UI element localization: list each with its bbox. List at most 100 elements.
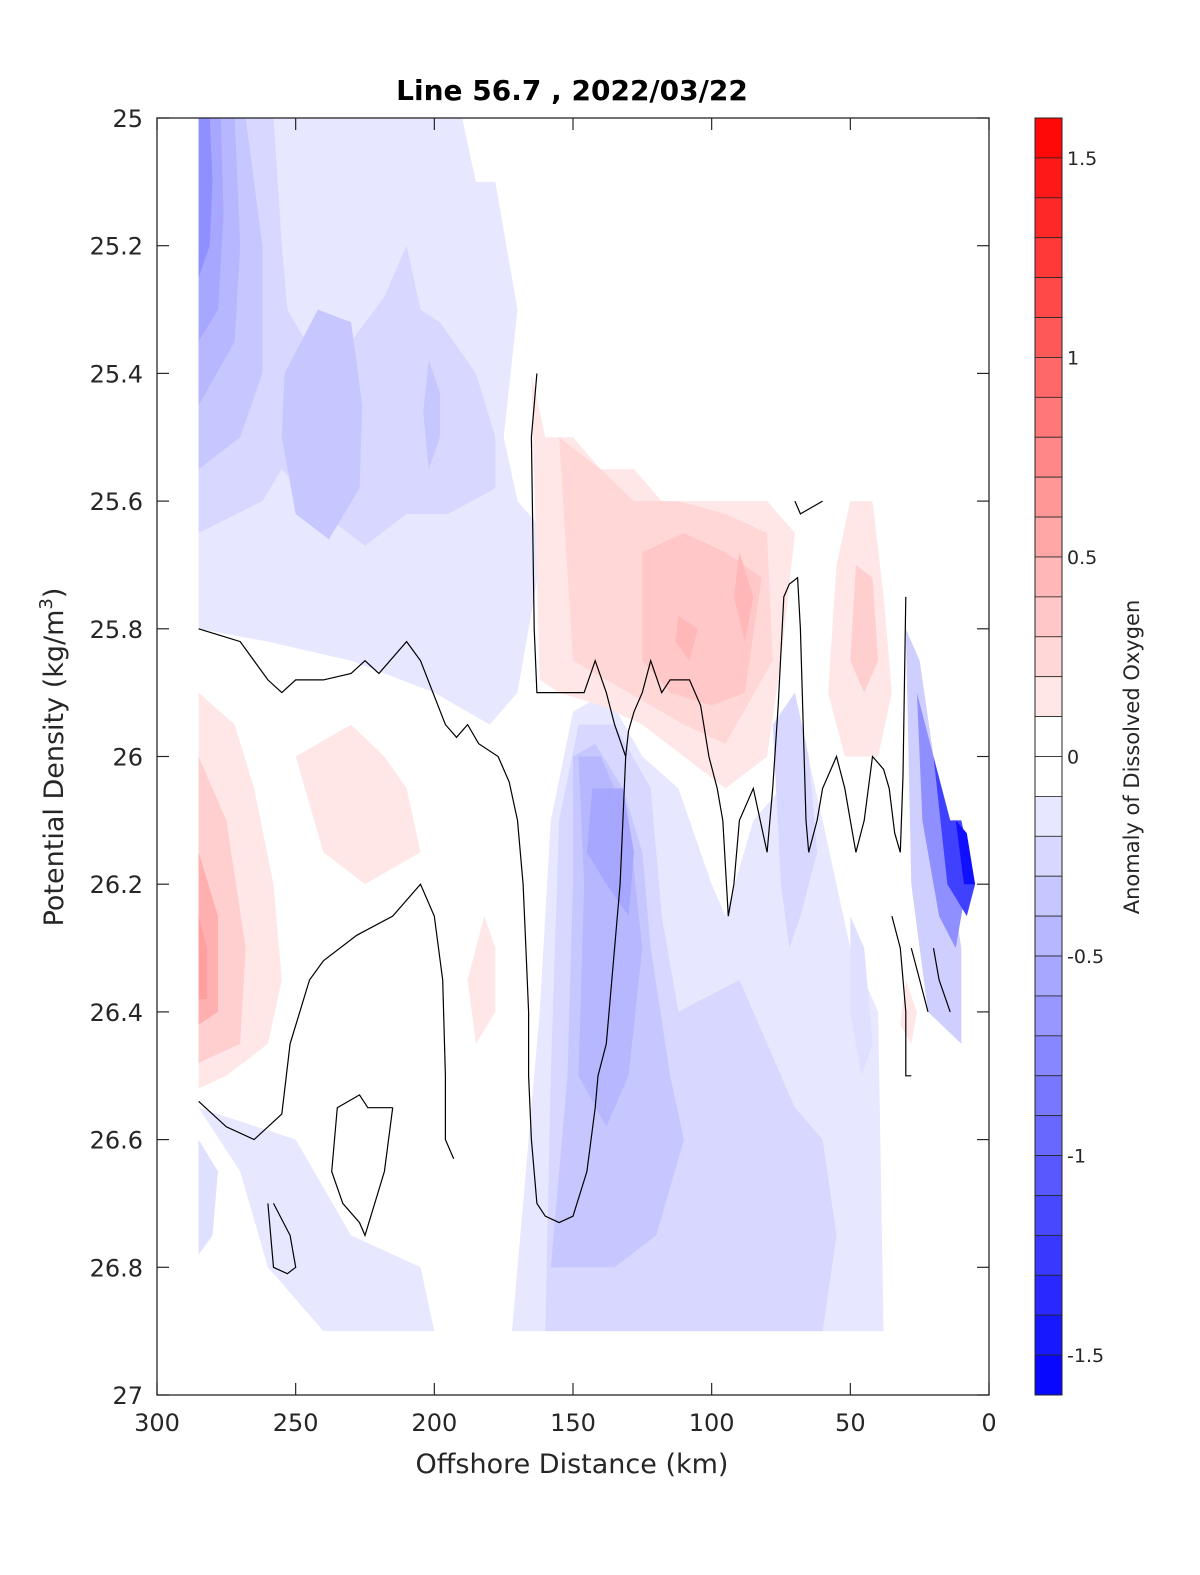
colorbar-swatch (1034, 396, 1063, 438)
colorbar-title: Anomaly of Dissolved Oxygen (1120, 600, 1144, 915)
y-tick-label: 27 (112, 1382, 143, 1410)
colorbar-swatch (1034, 1354, 1063, 1396)
colorbar-tick-label: 0 (1067, 747, 1079, 769)
contour-fills (198, 118, 976, 1332)
colorbar-swatch (1034, 157, 1063, 199)
y-tick-label: 26.2 (90, 871, 143, 899)
colorbar-swatch (1034, 756, 1063, 797)
contour-fill (281, 309, 363, 540)
zero-contour-line (910, 947, 929, 1013)
colorbar-swatch (1034, 436, 1063, 478)
zero-contours (198, 373, 951, 1275)
contour-fill (423, 360, 440, 470)
y-tick-label: 25.8 (90, 616, 143, 644)
y-tick-label: 26 (112, 744, 143, 772)
contour-fill (955, 820, 976, 885)
colorbar-swatch (1034, 796, 1063, 837)
colorbar-swatch (1034, 1314, 1063, 1356)
chart-title: Line 56.7 , 2022/03/22 (396, 74, 748, 107)
y-tick-label: 26.6 (90, 1127, 143, 1155)
colorbar-swatch (1034, 995, 1063, 1037)
contour-fill (586, 788, 634, 917)
y-tick-label: 25.4 (90, 360, 143, 388)
x-tick-label: 150 (550, 1409, 596, 1437)
colorbar-swatch (1034, 1075, 1063, 1117)
colorbar-swatch (1034, 317, 1063, 358)
contour-fill (198, 1139, 218, 1255)
colorbar-swatch (1034, 1274, 1063, 1316)
zero-contour-line (198, 576, 907, 1224)
colorbar-swatch (1034, 716, 1063, 757)
contour-fill (295, 724, 421, 885)
colorbar-frame (1034, 117, 1063, 1396)
colorbar-swatch (1034, 1115, 1063, 1156)
contour-fill (850, 564, 879, 693)
colorbar-swatch (1034, 277, 1063, 318)
contour-fill (467, 916, 496, 1044)
zero-contour-line (267, 1203, 297, 1275)
y-tick-label: 25 (112, 105, 143, 133)
colorbar-swatch (1034, 636, 1063, 678)
zero-contour-line (932, 947, 951, 1013)
zero-contour-line (530, 373, 627, 757)
y-axis-title: Potential Density (kg/m3) (36, 588, 70, 927)
plot-area: 300 250 200 150 100 50 0 2525.225.425.625.8262… (90, 105, 997, 1437)
zero-contour-line (891, 915, 912, 1077)
contour-fill (642, 533, 762, 706)
colorbar-swatch (1034, 516, 1063, 558)
y-axis: 25 25.2 25.4 25.6 25.8 26 26.2 26.4 26.6 26.8 27 (90, 105, 989, 1410)
contour-fill (675, 616, 698, 661)
y-axis-title-sup: 3 (36, 598, 57, 609)
colorbar-swatch (1034, 835, 1063, 877)
y-tick-label: 26.8 (90, 1254, 143, 1282)
colorbar-swatch (1034, 556, 1063, 598)
x-tick-label: 250 (273, 1409, 319, 1437)
colorbar-swatch (1034, 117, 1063, 159)
colorbar-swatch (1034, 1195, 1063, 1236)
colorbar-tick-label: 1 (1067, 347, 1079, 369)
colorbar-swatch (1034, 237, 1063, 279)
colorbar-swatch (1034, 197, 1063, 239)
contour-fill (198, 118, 213, 278)
contour-fill (198, 916, 207, 1000)
colorbar-tick-label: -0.5 (1067, 946, 1104, 968)
contour-fill (198, 1107, 435, 1332)
colorbar-ticks: 1.5 1 0.5 0 -0.5 -1 -1.5 (1067, 148, 1104, 1367)
y-tick-label: 26.4 (90, 999, 143, 1027)
x-axis: 300 250 200 150 100 50 0 (134, 118, 997, 1437)
x-axis-title: Offshore Distance (km) (416, 1449, 729, 1480)
colorbar-swatch (1034, 1155, 1063, 1196)
colorbar-swatch (1034, 1234, 1063, 1276)
x-tick-label: 0 (981, 1409, 996, 1437)
colorbar: 1.5 1 0.5 0 -0.5 -1 -1.5 Anomaly of Dissolved … (1034, 117, 1144, 1396)
colorbar-tick-label: 0.5 (1067, 547, 1097, 569)
colorbar-swatch (1034, 676, 1063, 717)
contour-fill (850, 916, 873, 1076)
contour-fill (198, 118, 496, 546)
colorbar-tick-label: -1.5 (1067, 1345, 1104, 1367)
colorbar-swatch (1034, 1035, 1063, 1077)
zero-contour-line (198, 883, 455, 1160)
y-tick-label: 25.2 (90, 233, 143, 261)
colorbar-swatch (1034, 955, 1063, 997)
colorbar-tick-label: -1 (1067, 1146, 1086, 1168)
colorbar-swatch (1034, 476, 1063, 518)
colorbar-swatch (1034, 596, 1063, 638)
y-tick-label: 25.6 (90, 488, 143, 516)
zero-contour-line (794, 500, 823, 515)
x-tick-label: 100 (689, 1409, 735, 1437)
colorbar-swatches (1034, 117, 1063, 1396)
zero-contour-line (331, 1094, 394, 1238)
colorbar-swatch (1034, 875, 1063, 917)
y-axis-title-close: ) (39, 588, 70, 599)
contour-fill (772, 692, 818, 949)
contour-fill (733, 552, 754, 642)
colorbar-tick-label: 1.5 (1067, 148, 1097, 170)
x-tick-label: 300 (134, 1409, 180, 1437)
x-tick-label: 200 (411, 1409, 457, 1437)
colorbar-swatch (1034, 357, 1063, 398)
colorbar-swatch (1034, 915, 1063, 957)
x-tick-label: 50 (835, 1409, 866, 1437)
y-axis-title-main: Potential Density (kg/m (39, 610, 70, 927)
